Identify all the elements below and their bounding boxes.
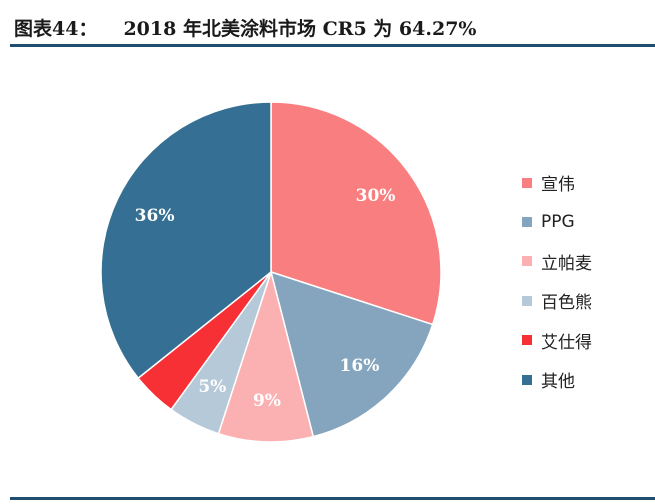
- top-rule: [10, 44, 655, 47]
- legend-label-3: 百色熊: [541, 293, 592, 314]
- pie-slice-5: [100, 101, 272, 380]
- legend-label-1: PPG: [541, 212, 575, 233]
- pie-slice-0: [270, 101, 442, 326]
- legend-swatch-0: [522, 177, 532, 188]
- figure-number: 图表44：: [14, 18, 98, 40]
- pie-label-1: 16%: [340, 356, 380, 376]
- legend-label-5: 其他: [541, 372, 575, 393]
- legend-item-3: 百色熊: [522, 281, 592, 320]
- legend-swatch-5: [522, 374, 532, 385]
- legend-item-1: PPG: [522, 202, 592, 241]
- legend-swatch-3: [522, 295, 532, 306]
- title-text: 2018 年北美涂料市场 CR5 为 64.27%: [123, 18, 477, 40]
- legend-label-2: 立帕麦: [541, 253, 592, 274]
- bottom-rule: [10, 497, 655, 500]
- legend-swatch-1: [522, 217, 532, 228]
- legend: 宣伟 PPG 立帕麦百色熊艾仕得其他: [522, 163, 592, 399]
- legend-item-0: 宣伟: [522, 163, 592, 202]
- legend-item-2: 立帕麦: [522, 242, 592, 281]
- pie-slice-2: [217, 269, 315, 443]
- chart-title: 图表44： 2018 年北美涂料市场 CR5 为 64.27%: [14, 14, 476, 41]
- legend-item-5: 其他: [522, 360, 592, 399]
- legend-swatch-2: [522, 256, 532, 267]
- legend-swatch-4: [522, 335, 532, 346]
- legend-label-4: 艾仕得: [541, 332, 592, 353]
- legend-label-0: 宣伟: [541, 175, 575, 196]
- legend-item-4: 艾仕得: [522, 321, 592, 360]
- pie-label-2: 9%: [253, 391, 281, 411]
- pie-label-0: 30%: [356, 186, 396, 206]
- pie-label-5: 36%: [135, 206, 175, 226]
- pie-slice-1: [269, 270, 434, 438]
- pie-label-3: 5%: [198, 377, 226, 397]
